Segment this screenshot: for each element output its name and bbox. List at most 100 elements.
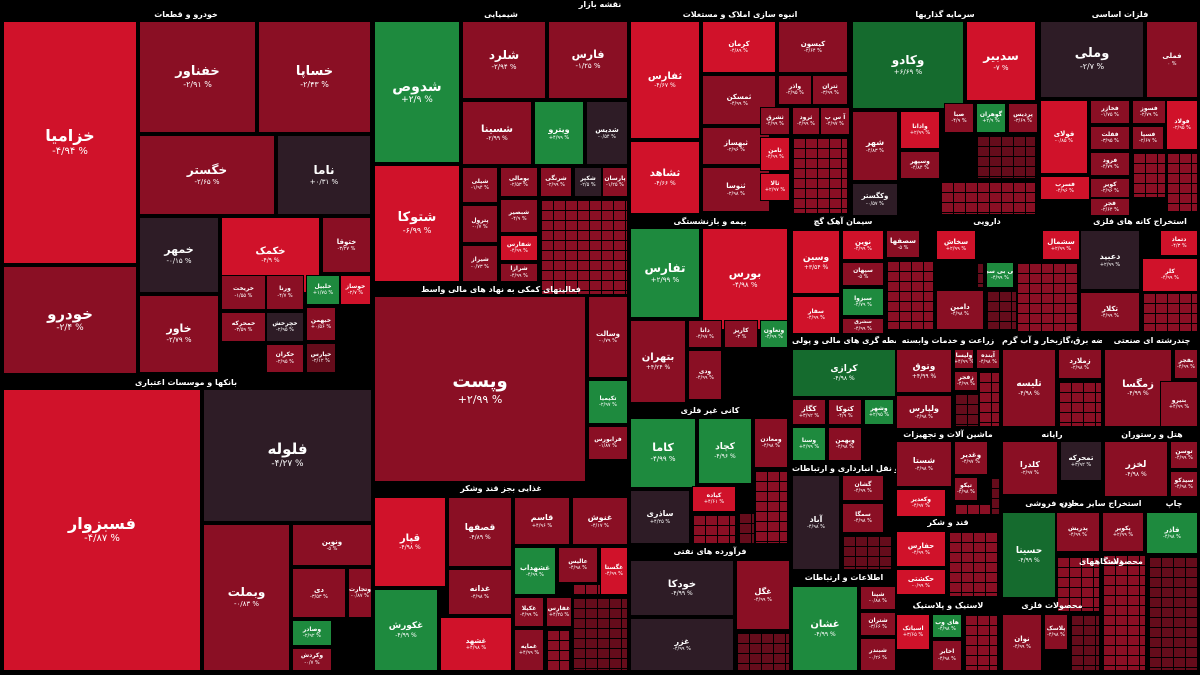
tile-noun[interactable]: نوان -۴/۹۹ % — [1002, 614, 1042, 671]
tile-shedous[interactable]: شدوص +۲/۹ % — [374, 21, 460, 163]
tile-khbmohreh[interactable]: خبهمن +۰/۵۶ % — [306, 307, 336, 341]
tile-shafaras[interactable]: شفارس -۴/۹۹ % — [500, 235, 538, 261]
tile-btehran[interactable]: بتهران +۴/۲۴ % — [630, 320, 686, 403]
tile-haffari[interactable]: حفارس -۴/۹۹ % — [896, 531, 946, 567]
tile-faflat[interactable]: ففلت -۳/۹۵ % — [1090, 126, 1130, 150]
tile-abad[interactable]: آباد -۴/۹۸ % — [792, 475, 840, 570]
tile-vatar[interactable]: واذر -۲/۹۵ % — [778, 75, 812, 105]
tile-kiad[interactable]: کیاده +۴/۶۱ % — [692, 486, 736, 512]
tile-ghshhd[interactable]: غشهد +۴/۹۸ % — [440, 617, 512, 671]
tile-qpars[interactable]: قپار -۴/۹۸ % — [374, 497, 446, 587]
tile-takelar[interactable]: تکلار -۴/۹۹ % — [1080, 292, 1140, 332]
tile-shiraz[interactable]: شیراز -۰/۷۳ % — [462, 245, 498, 282]
tile-bomali[interactable]: بومالی -۲/۵۳ % — [500, 167, 538, 197]
tile-vmeli[interactable]: وملی -۲/۷ % — [1040, 21, 1144, 98]
tile-farabourse[interactable]: فرابورس -۱/۸۷ % — [588, 426, 628, 460]
tile-tmaz[interactable]: تمحرکه +۳/۹۲ % — [1060, 441, 1102, 481]
tile-petrol[interactable]: پترول -۰/۷ % — [462, 205, 498, 243]
tile-khmohreh[interactable]: خمحرکه -۳/۵۹ % — [221, 312, 266, 342]
tile-khodro[interactable]: خودرو -۲/۴ % — [3, 266, 137, 374]
tile-tikva[interactable]: تیکو -۴/۹۸ % — [954, 477, 978, 501]
tile-sfarsa[interactable]: سفار -۴/۹۹ % — [792, 296, 840, 334]
tile-sdasht[interactable]: سشرق -۴/۹۹ % — [842, 318, 884, 334]
tile-bafjar[interactable]: بفجر -۴/۹۹ % — [1174, 349, 1198, 379]
tile-shdis[interactable]: شدیس -۰/۵۴ % — [586, 101, 628, 165]
tile-vtejarat[interactable]: وتجارت -۰/۸۷ % — [348, 568, 372, 618]
tile-bourse[interactable]: بورس -۴/۹۸ % — [702, 228, 788, 330]
tile-vfadir[interactable]: وغدیر -۴/۹۷ % — [954, 441, 988, 475]
tile-tshahed[interactable]: ثشاهد -۴/۶۶ % — [630, 141, 700, 214]
tile-ghgost[interactable]: غگستا -۴/۹۹ % — [600, 547, 628, 595]
tile-talla[interactable]: ثالا +۲/۹۷ % — [760, 173, 790, 201]
tile-vbahman[interactable]: وبهمن -۴/۹۸ % — [828, 427, 862, 461]
tile-khpars[interactable]: خپارس -۲/۱۲ % — [306, 343, 336, 373]
tile-sbojnord[interactable]: سبزوا -۴/۷۹ % — [842, 288, 884, 316]
tile-sahand[interactable]: سمگا -۴/۹۸ % — [842, 503, 884, 533]
tile-shsina[interactable]: شسینا -۲/۹۹ % — [462, 101, 532, 165]
tile-dteb[interactable]: دتماد -۴/۳ % — [1160, 230, 1198, 256]
tile-khavar[interactable]: خاور -۲/۷۹ % — [139, 295, 219, 373]
tile-khchakhreh[interactable]: خچرخش -۲/۹۵ % — [266, 312, 304, 342]
tile-kchad[interactable]: کچاد -۴/۹۶ % — [698, 418, 752, 484]
tile-tran[interactable]: ثتران -۳/۹۹ % — [812, 75, 848, 105]
tile-vtoos[interactable]: وتوق +۴/۹۹ % — [896, 349, 952, 393]
tile-ghbeshr[interactable]: غکیلا -۴/۹۹ % — [514, 597, 544, 627]
tile-toson[interactable]: توسن -۴/۹۹ % — [1170, 441, 1198, 469]
tile-ghomaba[interactable]: غمایه +۴/۹۹ % — [514, 629, 544, 671]
tile-vtaavon[interactable]: وتعاون -۴/۹۹ % — [760, 320, 788, 348]
tile-tfars[interactable]: ثفارس -۴/۶۷ % — [630, 21, 700, 139]
tile-vshahr[interactable]: وشهر +۲/۹۵ % — [864, 399, 894, 425]
tile-karizma[interactable]: کاریز -۳ % — [724, 320, 758, 348]
tile-gashan[interactable]: گشان -۴/۹۹ % — [842, 475, 884, 501]
tile-sofeha[interactable]: سخاش +۲/۹۹ % — [936, 230, 976, 260]
tile-kotka[interactable]: کتوکا -۴/۹ % — [828, 399, 862, 425]
tile-asiatek[interactable]: اسیاتک +۳/۶۵ % — [896, 614, 930, 650]
tile-fkhazar[interactable]: فخازر -۱/۷۵ % — [1090, 100, 1130, 124]
tile-pdaris[interactable]: پدریش -۴/۹۹ % — [1056, 512, 1100, 552]
tile-hsiana[interactable]: حسینا -۴/۹۹ % — [1002, 512, 1056, 598]
tile-shraza[interactable]: شرازا -۴/۹۹ % — [500, 263, 538, 282]
tile-ghnosh[interactable]: غنوش -۴/۱۷ % — [572, 497, 628, 545]
tile-vdana[interactable]: وادانا +۲/۹۹ % — [900, 111, 940, 149]
tile-vkado[interactable]: وکادو +۶/۶۹ % — [852, 21, 964, 109]
tile-kama[interactable]: کاما -۴/۹۹ % — [630, 418, 696, 488]
tile-vlisa[interactable]: ولیسا +۴/۹۹ % — [954, 349, 974, 369]
tile-tarot[interactable]: ثرود -۴/۹۹ % — [792, 107, 820, 135]
tile-kerman[interactable]: کرمان -۴/۸۹ % — [702, 21, 776, 73]
tile-shlard[interactable]: شلرد -۲/۹۴ % — [462, 21, 546, 99]
tile-vsamt[interactable]: وسالت -۰/۷۹ % — [588, 296, 628, 378]
tile-di[interactable]: دی -۳/۵۳ % — [292, 568, 346, 618]
tile-fars[interactable]: فارس -۱/۲۵ % — [548, 21, 628, 99]
tile-madan[interactable]: ومعادن -۴/۹۸ % — [754, 418, 788, 468]
tile-hakeshti[interactable]: حکشتی -۰/۹۹ % — [896, 569, 946, 595]
tile-tampx[interactable]: ثامن -۴/۹۹ % — [760, 137, 790, 171]
tile-khsapa[interactable]: خساپا -۲/۴۳ % — [258, 21, 371, 133]
tile-fsrb[interactable]: فسرب -۴/۹۶ % — [1040, 176, 1090, 200]
tile-qesf[interactable]: قصفها -۴/۸۹ % — [448, 497, 512, 567]
tile-vidi[interactable]: ودی -۴/۹۹ % — [688, 350, 722, 400]
tile-keyson[interactable]: کیسون -۲/۶۴ % — [778, 21, 848, 73]
tile-ayandeh[interactable]: آینده -۴/۹۸ % — [976, 349, 1000, 369]
tile-zafran[interactable]: زفجر -۴/۹۹ % — [954, 371, 978, 391]
tile-khakaran[interactable]: خکران -۲/۹۵ % — [266, 344, 304, 373]
tile-sidtab[interactable]: سیدکو -۴/۹۸ % — [1170, 471, 1198, 497]
tile-vkardan[interactable]: وکردش -۰/۷ % — [292, 648, 332, 671]
tile-vsahar[interactable]: وسپهر -۴/۸۴ % — [900, 151, 940, 179]
tile-farud[interactable]: فرود -۴/۷۹ % — [1090, 152, 1130, 176]
tile-shenoka[interactable]: شتوکا -۶/۹۹ % — [374, 165, 460, 282]
tile-vsaba[interactable]: صبا -۴/۹ % — [944, 103, 974, 133]
tile-ghkalla[interactable]: غکورش -۴/۹۹ % — [374, 589, 438, 671]
tile-akhabar[interactable]: اخابر -۴/۹۸ % — [932, 640, 962, 671]
tile-nama[interactable]: ناما +۰/۳۱ % — [277, 135, 371, 215]
tile-vnovin[interactable]: ونوین -۵ % — [292, 524, 372, 566]
tile-khfanavar[interactable]: خفناور -۲/۹۱ % — [139, 21, 256, 133]
tile-benru[interactable]: بنیرو +۴/۹۹ % — [1160, 381, 1198, 427]
tile-fsmolah[interactable]: فسبزوار -۴/۸۷ % — [3, 389, 201, 671]
tile-ghsan[interactable]: غشان -۴/۹۹ % — [792, 586, 858, 671]
tile-ghfars[interactable]: غفارس +۴/۲۵ % — [546, 597, 572, 627]
tile-kerazi[interactable]: کرازی -۴/۹۸ % — [792, 349, 896, 397]
tile-vsin[interactable]: وسین +۳/۵۴ % — [792, 230, 840, 294]
tile-tbahaz[interactable]: ثبهساز -۲/۹۶ % — [702, 127, 770, 165]
tile-favaz[interactable]: فسوز -۲/۷۹ % — [1132, 100, 1166, 124]
tile-folli[interactable]: فملی ۰ % — [1146, 21, 1198, 98]
